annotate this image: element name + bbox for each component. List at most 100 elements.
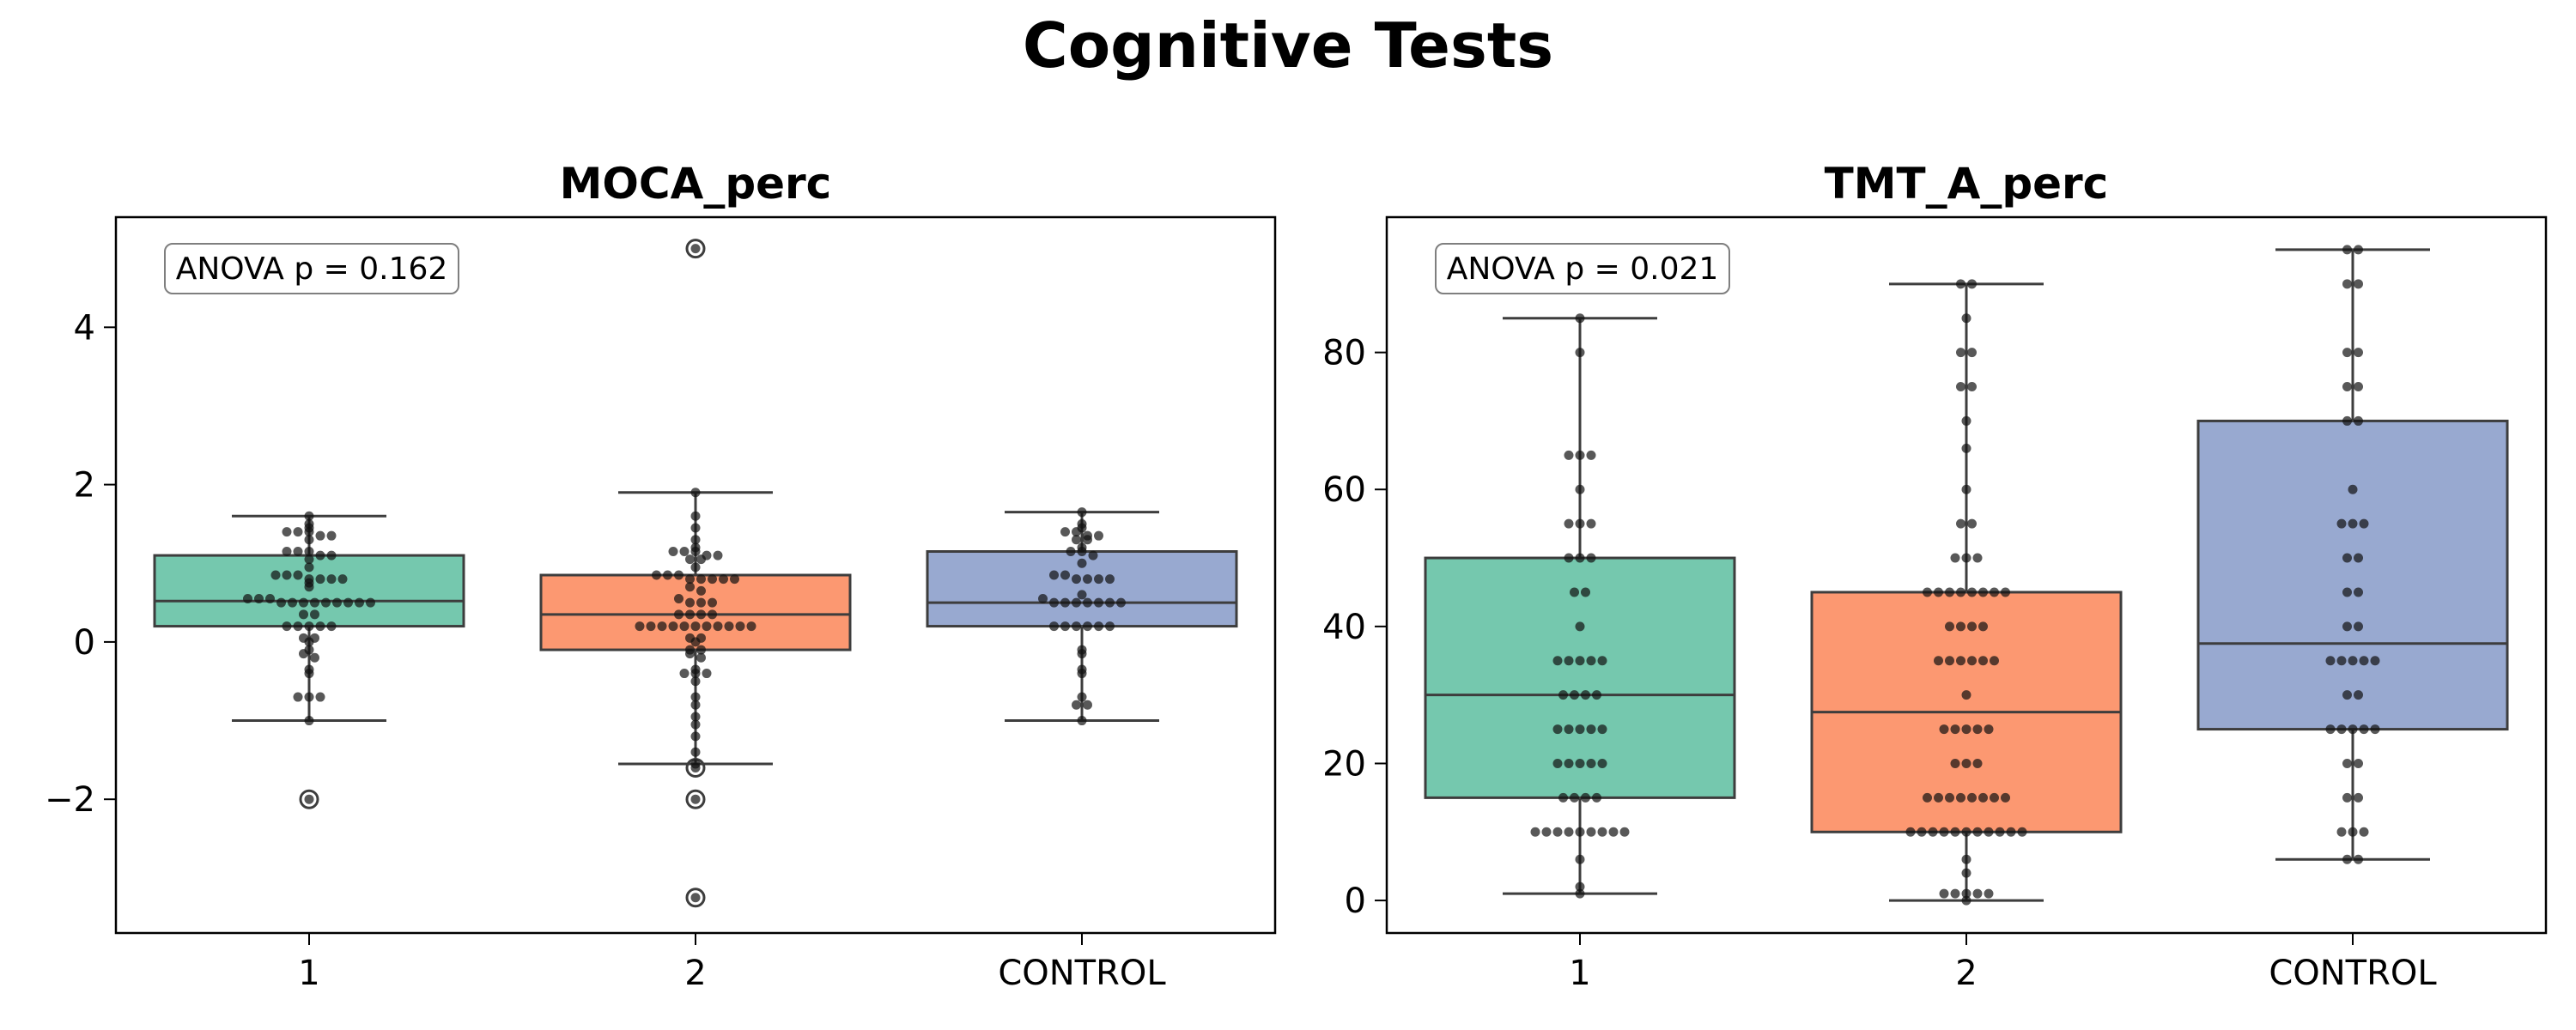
data-point <box>1072 535 1081 545</box>
data-point <box>2006 827 2016 837</box>
data-point <box>1972 888 1983 899</box>
data-point <box>685 554 695 565</box>
data-point <box>2354 758 2363 768</box>
data-point <box>2354 854 2363 864</box>
data-point <box>2348 827 2358 837</box>
data-point <box>1077 507 1087 518</box>
data-point <box>2342 854 2352 864</box>
data-point <box>1597 827 1607 837</box>
data-point <box>1083 597 1092 608</box>
data-point <box>1961 895 1971 906</box>
data-point <box>746 621 756 632</box>
data-point <box>1961 854 1971 864</box>
data-point <box>1950 758 1960 768</box>
data-point <box>1956 348 1965 358</box>
data-point <box>1575 724 1585 735</box>
data-point <box>2354 279 2363 289</box>
data-point <box>1586 450 1596 460</box>
data-point <box>2001 792 2010 803</box>
data-point <box>1934 792 1943 803</box>
data-point <box>1950 553 1960 563</box>
data-point <box>1077 669 1087 679</box>
data-point <box>254 593 264 603</box>
data-point <box>719 574 728 585</box>
data-point <box>1978 792 1988 803</box>
data-point <box>696 574 706 585</box>
data-point <box>282 621 292 632</box>
data-point <box>1564 518 1574 529</box>
data-point <box>1570 587 1579 597</box>
data-point <box>657 621 667 632</box>
data-point <box>1083 535 1092 545</box>
data-point <box>1049 570 1059 580</box>
data-point <box>2354 792 2363 803</box>
data-point <box>1570 690 1579 700</box>
data-point <box>1077 692 1087 702</box>
data-point <box>1083 574 1092 585</box>
data-point <box>1945 792 1954 803</box>
data-point <box>1967 587 1977 597</box>
data-point <box>1990 792 1999 803</box>
data-point <box>1564 724 1574 735</box>
data-point <box>1575 882 1585 892</box>
data-point <box>355 597 364 608</box>
data-point <box>1077 590 1087 600</box>
data-point <box>1077 558 1087 568</box>
data-point <box>1934 587 1943 597</box>
data-point <box>1923 587 1932 597</box>
moca-panel: MOCA_perc −2 0 2 4 1 2 CONTROL ANOVA p = 0.162 <box>45 159 1277 993</box>
outlier-point <box>299 789 319 809</box>
data-point <box>2359 724 2369 735</box>
data-point <box>2354 245 2363 255</box>
data-point <box>326 530 337 541</box>
anova-annotation: ANOVA p = 0.162 <box>176 251 448 287</box>
data-point <box>2342 415 2352 426</box>
data-point <box>1961 484 1971 494</box>
data-point <box>2348 724 2358 735</box>
data-point <box>1575 553 1585 563</box>
data-point <box>1060 527 1070 537</box>
data-point <box>1564 656 1574 666</box>
data-point <box>2354 553 2363 563</box>
data-point <box>304 794 314 804</box>
data-point <box>2354 587 2363 597</box>
data-point <box>2342 621 2352 632</box>
data-point <box>288 597 297 608</box>
data-point <box>1575 888 1585 899</box>
x-tick-label: 1 <box>1569 954 1590 993</box>
data-point <box>668 547 678 557</box>
x-tick-label: CONTROL <box>998 954 1166 993</box>
data-point <box>315 621 325 632</box>
data-point <box>1105 597 1115 608</box>
data-point <box>1049 621 1059 632</box>
data-point <box>2342 245 2352 255</box>
data-point <box>690 637 701 647</box>
data-point <box>1570 792 1579 803</box>
data-point <box>2336 656 2347 666</box>
data-point <box>304 547 314 557</box>
panel-title: MOCA_perc <box>560 159 832 209</box>
data-point <box>2370 656 2380 666</box>
y-tick-label: 80 <box>1322 334 1366 373</box>
y-tick-label: 4 <box>74 308 95 348</box>
data-point <box>2348 518 2358 529</box>
anova-box <box>1435 243 1730 294</box>
data-point <box>315 550 325 560</box>
data-point <box>1552 656 1563 666</box>
data-point <box>2348 484 2358 494</box>
data-point <box>1961 724 1971 735</box>
data-point <box>690 794 701 804</box>
data-point <box>1066 547 1076 557</box>
figure-title: Cognitive Tests <box>1022 9 1554 82</box>
data-point <box>1564 553 1574 563</box>
data-point <box>1116 597 1126 608</box>
tmt-a-panel: TMT_A_perc 0 20 40 60 80 1 2 CONTROL ANOVA p = 0.… <box>1322 159 2548 993</box>
data-point <box>293 692 303 702</box>
data-point <box>1530 827 1540 837</box>
data-point <box>2325 656 2336 666</box>
x-tick-label: CONTROL <box>2269 954 2437 993</box>
data-point <box>326 574 337 585</box>
data-point <box>2354 690 2363 700</box>
data-point <box>1575 348 1585 358</box>
data-point <box>304 535 314 545</box>
